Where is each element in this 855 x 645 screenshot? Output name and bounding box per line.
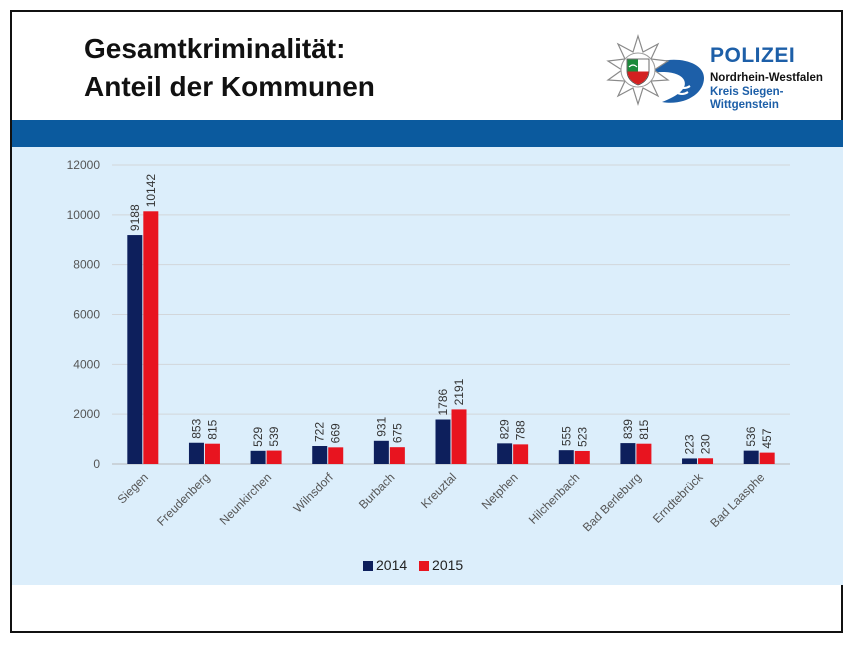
data-label-2014-bad-laasphe: 536: [744, 426, 758, 446]
data-label-2014-freudenberg: 853: [189, 418, 203, 438]
bar-2014-freudenberg: [188, 442, 204, 464]
chart-legend: 2014 2015: [363, 557, 471, 575]
data-label-2015-bad-laasphe: 457: [760, 428, 774, 448]
data-label-2015-bad-berleburg: 815: [637, 419, 651, 439]
data-label-2015-hilchenbach: 523: [575, 427, 589, 447]
x-tick-label-erndtebr-ck: Erndtebrück: [650, 470, 706, 526]
data-label-2014-bad-berleburg: 839: [621, 419, 635, 439]
bar-2014-netphen: [497, 443, 513, 464]
x-tick-label-netphen: Netphen: [479, 470, 521, 512]
data-label-2015-netphen: 788: [514, 420, 528, 440]
x-tick-label-kreuztal: Kreuztal: [418, 470, 459, 511]
bar-2015-netphen: [513, 444, 529, 464]
bar-2015-burbach: [389, 447, 405, 464]
bar-2014-burbach: [373, 440, 389, 464]
bar-2015-bad-berleburg: [636, 443, 652, 464]
bar-2014-kreuztal: [435, 419, 451, 464]
data-label-2014-erndtebr-ck: 223: [683, 434, 697, 454]
y-tick-label-6000: 6000: [73, 308, 100, 322]
police-logo: POLIZEI Nordrhein-Westfalen Kreis Siegen…: [600, 34, 832, 114]
y-tick-label-4000: 4000: [73, 357, 100, 371]
y-tick-label-12000: 12000: [67, 158, 101, 172]
legend-item-2015: 2015: [419, 557, 463, 573]
logo-district-name: Kreis Siegen-Wittgenstein: [710, 86, 784, 111]
logo-org-name: POLIZEI: [710, 44, 796, 67]
data-label-2015-erndtebr-ck: 230: [699, 434, 713, 454]
x-tick-label-neunkirchen: Neunkirchen: [217, 470, 275, 528]
bar-2014-erndtebr-ck: [682, 458, 698, 464]
data-label-2014-kreuztal: 1786: [436, 388, 450, 415]
bar-2014-neunkirchen: [250, 450, 266, 464]
title-line-1: Gesamtkriminalität:: [84, 33, 346, 64]
bar-2015-erndtebr-ck: [698, 458, 714, 464]
data-label-2015-burbach: 675: [390, 423, 404, 443]
legend-swatch-2015: [419, 561, 430, 571]
bar-2015-siegen: [143, 211, 159, 464]
data-label-2014-neunkirchen: 529: [251, 426, 265, 446]
legend-swatch-2014: [363, 561, 373, 571]
bar-2014-bad-berleburg: [620, 443, 636, 464]
police-star-emblem-icon: [606, 34, 704, 107]
bar-2014-siegen: [127, 235, 143, 464]
data-label-2014-netphen: 829: [498, 419, 512, 439]
data-label-2014-wilnsdorf: 722: [313, 422, 327, 442]
y-tick-label-8000: 8000: [73, 258, 100, 272]
x-tick-label-burbach: Burbach: [356, 470, 398, 512]
bar-2014-wilnsdorf: [312, 446, 328, 464]
data-label-2014-hilchenbach: 555: [559, 426, 573, 446]
y-tick-label-2000: 2000: [73, 407, 100, 421]
x-tick-label-siegen: Siegen: [115, 470, 151, 506]
title-line-2: Anteil der Kommunen: [84, 71, 375, 102]
x-tick-label-wilnsdorf: Wilnsdorf: [291, 470, 337, 516]
data-label-2015-kreuztal: 2191: [452, 378, 466, 405]
x-tick-label-hilchenbach: Hilchenbach: [526, 470, 583, 527]
x-tick-label-freudenberg: Freudenberg: [154, 470, 212, 528]
legend-item-2014: 2014: [363, 557, 407, 573]
x-tick-label-bad-berleburg: Bad Berleburg: [580, 470, 644, 534]
bar-2015-neunkirchen: [266, 450, 282, 464]
bar-2015-freudenberg: [204, 443, 220, 464]
logo-state-name: Nordrhein-Westfalen: [710, 72, 823, 84]
data-label-2015-neunkirchen: 539: [267, 426, 281, 446]
bar-2015-kreuztal: [451, 409, 467, 464]
x-tick-label-bad-laasphe: Bad Laasphe: [707, 470, 767, 530]
bar-2015-hilchenbach: [574, 450, 590, 464]
header-band: [12, 120, 843, 147]
y-tick-label-10000: 10000: [67, 208, 101, 222]
data-label-2015-siegen: 10142: [144, 174, 158, 208]
bar-2015-wilnsdorf: [328, 447, 344, 464]
bar-2014-hilchenbach: [558, 450, 574, 464]
data-label-2014-burbach: 931: [374, 416, 388, 436]
chart-area: 0 2000 4000 6000 8000 10000 12000 9188 10142 Sieg…: [12, 147, 843, 585]
slide-title: Gesamtkriminalität: Anteil der Kommunen: [84, 30, 375, 106]
bar-2015-bad-laasphe: [759, 452, 775, 464]
legend-label-2015: 2015: [432, 557, 464, 573]
bar-2014-bad-laasphe: [743, 450, 759, 464]
legend-label-2014: 2014: [376, 557, 408, 573]
data-label-2014-siegen: 9188: [128, 204, 142, 231]
data-label-2015-wilnsdorf: 669: [329, 423, 343, 443]
data-label-2015-freudenberg: 815: [205, 419, 219, 439]
y-tick-label-0: 0: [93, 457, 100, 471]
